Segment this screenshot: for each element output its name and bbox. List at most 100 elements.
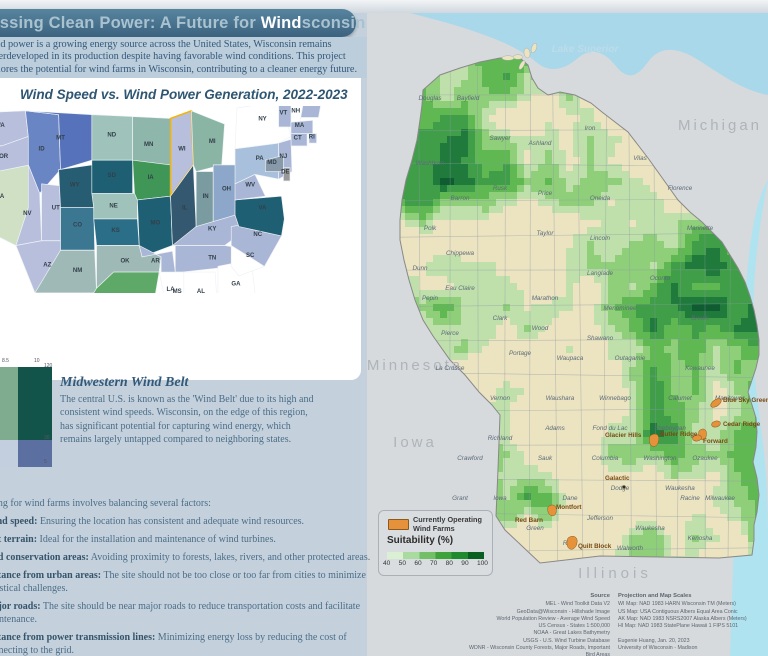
svg-text:Kenosha: Kenosha bbox=[688, 535, 713, 542]
svg-text:Adams: Adams bbox=[544, 425, 565, 432]
svg-text:Waukesha: Waukesha bbox=[635, 525, 665, 532]
svg-text:NC: NC bbox=[253, 232, 262, 238]
svg-text:SD: SD bbox=[108, 173, 117, 179]
svg-text:NV: NV bbox=[23, 211, 31, 217]
svg-text:AL: AL bbox=[197, 289, 205, 293]
svg-text:Green: Green bbox=[526, 525, 544, 532]
svg-text:CA: CA bbox=[0, 194, 5, 200]
svg-text:NJ: NJ bbox=[280, 154, 288, 160]
svg-text:Iowa: Iowa bbox=[493, 495, 507, 502]
svg-text:Walworth: Walworth bbox=[617, 545, 644, 552]
svg-text:Waukesha: Waukesha bbox=[665, 485, 695, 492]
svg-text:MA: MA bbox=[295, 123, 305, 129]
svg-text:Glacier Hills: Glacier Hills bbox=[605, 432, 642, 439]
svg-text:Eau Claire: Eau Claire bbox=[445, 285, 475, 292]
svg-text:Vilas: Vilas bbox=[633, 155, 647, 162]
svg-text:Dodge: Dodge bbox=[611, 485, 630, 492]
svg-text:Grant: Grant bbox=[452, 495, 468, 502]
svg-text:Pepin: Pepin bbox=[422, 295, 439, 302]
svg-text:Winnebago: Winnebago bbox=[599, 395, 631, 402]
svg-text:NH: NH bbox=[291, 109, 300, 115]
svg-text:Waupaca: Waupaca bbox=[557, 355, 584, 362]
svg-text:Fond du Lac: Fond du Lac bbox=[592, 425, 628, 432]
svg-text:Illinois: Illinois bbox=[578, 565, 652, 582]
svg-text:Iron: Iron bbox=[585, 125, 596, 132]
svg-text:Price: Price bbox=[538, 190, 553, 197]
svg-text:Richland: Richland bbox=[488, 435, 513, 442]
svg-text:Sauk: Sauk bbox=[538, 455, 553, 462]
svg-text:MS: MS bbox=[173, 289, 182, 293]
svg-text:CO: CO bbox=[73, 223, 82, 229]
svg-text:Menominee: Menominee bbox=[604, 305, 637, 312]
svg-text:UT: UT bbox=[52, 205, 60, 211]
svg-text:Milwaukee: Milwaukee bbox=[705, 495, 735, 502]
svg-text:KY: KY bbox=[208, 226, 216, 232]
svg-text:WV: WV bbox=[245, 183, 255, 189]
svg-text:OK: OK bbox=[120, 259, 130, 265]
svg-text:Waushara: Waushara bbox=[546, 395, 575, 402]
svg-text:IN: IN bbox=[203, 194, 209, 200]
svg-text:Lake Superior: Lake Superior bbox=[552, 44, 620, 55]
svg-text:MI: MI bbox=[209, 139, 216, 145]
svg-text:MO: MO bbox=[150, 221, 160, 227]
svg-text:RI: RI bbox=[309, 134, 315, 140]
svg-text:Marathon: Marathon bbox=[532, 295, 559, 302]
svg-text:Langlade: Langlade bbox=[587, 270, 613, 277]
svg-text:Oneida: Oneida bbox=[590, 195, 611, 202]
svg-text:AZ: AZ bbox=[43, 262, 51, 268]
svg-text:Butler Ridge: Butler Ridge bbox=[660, 431, 698, 438]
svg-text:Portage: Portage bbox=[509, 350, 532, 357]
svg-text:Washburn: Washburn bbox=[416, 160, 445, 167]
svg-text:Clark: Clark bbox=[493, 315, 509, 322]
svg-text:Forward: Forward bbox=[703, 438, 728, 445]
svg-text:Marinette: Marinette bbox=[687, 225, 714, 232]
svg-text:Kewaunee: Kewaunee bbox=[685, 365, 715, 372]
svg-text:Rusk: Rusk bbox=[493, 185, 508, 192]
svg-text:Ozaukee: Ozaukee bbox=[692, 455, 718, 462]
svg-text:VA: VA bbox=[259, 205, 268, 211]
svg-text:DE: DE bbox=[281, 169, 289, 175]
svg-text:Pierce: Pierce bbox=[441, 330, 459, 337]
svg-text:MN: MN bbox=[144, 142, 153, 148]
svg-text:OR: OR bbox=[0, 154, 9, 160]
svg-text:Oconto: Oconto bbox=[650, 275, 671, 282]
svg-text:Dunn: Dunn bbox=[412, 265, 428, 272]
svg-text:Douglas: Douglas bbox=[418, 95, 442, 102]
svg-text:TN: TN bbox=[208, 256, 216, 262]
svg-text:Florence: Florence bbox=[668, 185, 693, 192]
svg-text:ID: ID bbox=[39, 147, 46, 153]
svg-text:Polk: Polk bbox=[424, 225, 437, 232]
svg-text:Montfort: Montfort bbox=[556, 504, 582, 511]
svg-text:WY: WY bbox=[70, 183, 80, 189]
svg-text:Barron: Barron bbox=[451, 195, 470, 202]
svg-text:Red Barn: Red Barn bbox=[515, 517, 543, 524]
svg-text:GA: GA bbox=[231, 281, 241, 287]
svg-text:PA: PA bbox=[256, 156, 265, 162]
svg-text:Columbia: Columbia bbox=[592, 455, 619, 462]
svg-text:Bayfield: Bayfield bbox=[457, 95, 480, 102]
svg-text:CT: CT bbox=[294, 135, 302, 141]
svg-text:Racine: Racine bbox=[680, 495, 700, 502]
svg-text:ND: ND bbox=[107, 132, 116, 138]
svg-text:Wood: Wood bbox=[532, 325, 549, 332]
svg-text:Quilt Block: Quilt Block bbox=[578, 543, 612, 550]
svg-text:KS: KS bbox=[111, 228, 119, 234]
svg-text:Cedar Ridge: Cedar Ridge bbox=[723, 421, 761, 428]
svg-text:Chippewa: Chippewa bbox=[446, 250, 475, 257]
svg-text:IA: IA bbox=[148, 175, 155, 181]
svg-text:Washington: Washington bbox=[643, 455, 677, 462]
svg-text:OH: OH bbox=[222, 186, 231, 192]
svg-text:SC: SC bbox=[246, 253, 255, 259]
svg-text:IL: IL bbox=[182, 205, 188, 211]
svg-text:Vernon: Vernon bbox=[490, 395, 511, 402]
svg-text:Taylor: Taylor bbox=[537, 230, 555, 237]
svg-text:WI: WI bbox=[178, 147, 186, 153]
svg-text:MT: MT bbox=[56, 135, 65, 141]
svg-text:MD: MD bbox=[267, 160, 277, 166]
svg-text:Sawyer: Sawyer bbox=[490, 135, 512, 142]
svg-text:Outagamie: Outagamie bbox=[615, 355, 646, 362]
svg-text:VT: VT bbox=[280, 111, 288, 117]
svg-text:La Crosse: La Crosse bbox=[436, 365, 465, 372]
svg-text:AR: AR bbox=[151, 259, 160, 265]
svg-text:Crawford: Crawford bbox=[457, 455, 483, 462]
